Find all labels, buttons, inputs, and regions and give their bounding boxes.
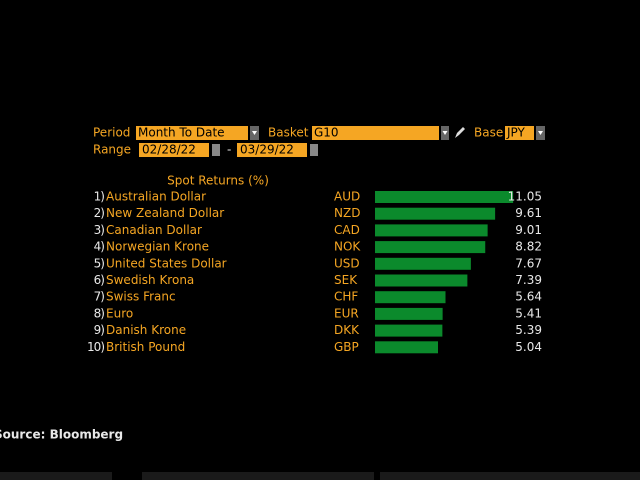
range-start-field[interactable] — [139, 143, 209, 157]
bar — [375, 191, 514, 203]
value-label: 5.64 — [515, 290, 542, 304]
range-label: Range — [93, 143, 131, 157]
base-value[interactable]: JPY — [506, 126, 526, 140]
rank: 5) — [94, 256, 105, 270]
basket-field[interactable] — [312, 126, 439, 140]
currency-code: CAD — [334, 223, 360, 237]
currency-code: SEK — [334, 273, 358, 287]
status-bar — [0, 472, 112, 480]
bar — [375, 307, 443, 320]
rank: 7) — [94, 290, 105, 304]
value-label: 7.67 — [515, 256, 542, 270]
value-label: 9.01 — [515, 223, 542, 237]
bar — [375, 241, 486, 254]
rank: 10) — [87, 340, 104, 354]
currency-name: British Pound — [106, 340, 185, 354]
bar — [375, 224, 488, 237]
currency-name: Swiss Franc — [106, 290, 176, 304]
value-label: 9.61 — [515, 206, 542, 220]
currency-code: NOK — [334, 240, 361, 254]
value-label: 5.39 — [515, 323, 542, 337]
rank: 1) — [94, 190, 105, 204]
rank: 4) — [94, 240, 105, 254]
currency-name: United States Dollar — [106, 256, 227, 270]
currency-name: Euro — [106, 306, 133, 320]
bar — [375, 341, 438, 354]
rank: 9) — [94, 323, 105, 337]
base-label: Base — [474, 126, 503, 140]
edit-icon[interactable] — [455, 127, 465, 138]
range-end[interactable]: 03/29/22 — [240, 143, 294, 157]
period-field[interactable] — [136, 126, 248, 140]
value-label: 7.39 — [515, 273, 542, 287]
chart-title: Spot Returns (%) — [167, 174, 269, 188]
rank: 6) — [94, 273, 105, 287]
currency-code: USD — [334, 256, 360, 270]
currency-code: NZD — [334, 206, 360, 220]
currency-code: CHF — [334, 290, 358, 304]
status-bar — [142, 472, 374, 480]
rank: 8) — [94, 306, 105, 320]
basket-label: Basket — [268, 126, 309, 140]
currency-code: EUR — [334, 306, 359, 320]
value-label: 11.05 — [508, 190, 542, 204]
rank: 3) — [94, 223, 105, 237]
currency-name: Swedish Krona — [106, 273, 194, 287]
dropdown-arrow — [252, 131, 257, 135]
bar — [375, 257, 471, 270]
bar — [375, 291, 446, 304]
value-label: 5.04 — [515, 340, 542, 354]
currency-name: Danish Krone — [106, 323, 186, 337]
range-start[interactable]: 02/28/22 — [142, 143, 196, 157]
currency-name: Australian Dollar — [106, 190, 206, 204]
base-field[interactable] — [505, 126, 534, 140]
range-end-field[interactable] — [237, 143, 307, 157]
value-label: 8.82 — [515, 240, 542, 254]
range-separator: - — [227, 143, 231, 157]
currency-name: Canadian Dollar — [106, 223, 202, 237]
dropdown-arrow — [538, 131, 543, 135]
currency-code: GBP — [334, 340, 359, 354]
calendar-icon[interactable] — [212, 144, 220, 156]
period-value[interactable]: Month To Date — [138, 126, 225, 140]
bar — [375, 207, 496, 220]
currency-name: New Zealand Dollar — [106, 206, 224, 220]
period-label: Period — [93, 126, 130, 140]
currency-code: DKK — [334, 323, 360, 337]
currency-name: Norwegian Krone — [106, 240, 209, 254]
bar — [375, 324, 443, 337]
currency-code: AUD — [334, 190, 360, 204]
bar — [375, 274, 468, 287]
calendar-icon[interactable] — [310, 144, 318, 156]
basket-value[interactable]: G10 — [314, 126, 339, 140]
rank: 2) — [94, 206, 105, 220]
source: Source: Bloomberg — [0, 428, 123, 442]
value-label: 5.41 — [515, 306, 542, 320]
dropdown-arrow — [442, 131, 448, 135]
status-bar — [380, 472, 640, 480]
